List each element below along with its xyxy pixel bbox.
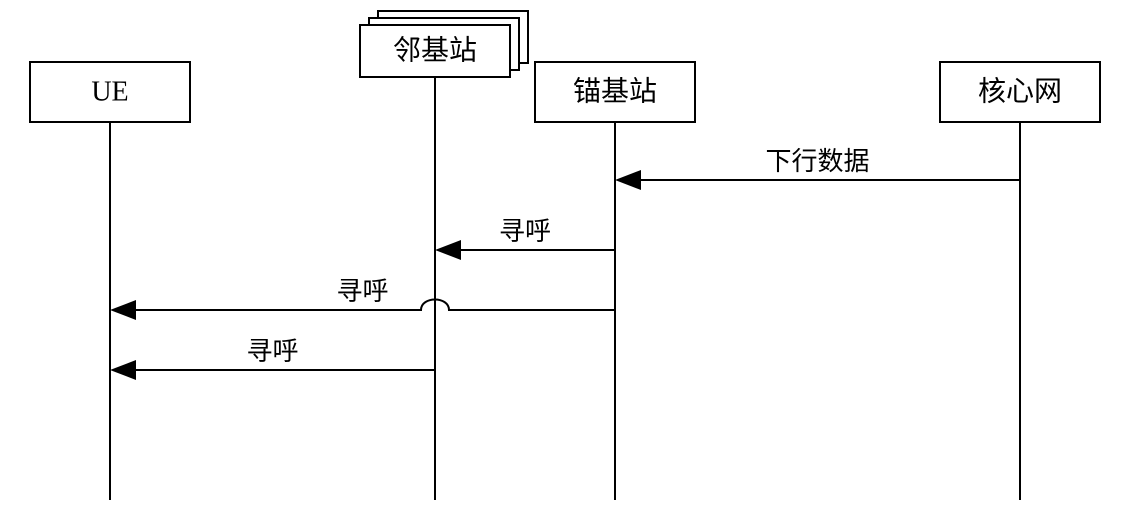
sequence-diagram: UE邻基站锚基站核心网下行数据寻呼寻呼寻呼 [0, 0, 1130, 511]
participant-label: 锚基站 [573, 75, 657, 107]
participant-core: 核心网 [940, 62, 1100, 500]
message-m2: 寻呼 [435, 217, 615, 260]
message-label: 寻呼 [499, 217, 551, 246]
message-m1: 下行数据 [615, 147, 1020, 190]
participant-ue: UE [30, 62, 190, 500]
message-label: 寻呼 [246, 337, 298, 366]
participant-neighbor: 邻基站 [360, 11, 528, 500]
message-arrowhead [110, 360, 136, 380]
message-arrowhead [110, 300, 136, 320]
message-m4: 寻呼 [110, 337, 435, 380]
participant-label: UE [91, 76, 128, 107]
participant-label: 核心网 [978, 75, 1062, 107]
participant-anchor: 锚基站 [535, 62, 695, 500]
message-arrowhead [615, 170, 641, 190]
message-label: 寻呼 [336, 277, 388, 306]
message-arrowhead [435, 240, 461, 260]
participant-label: 邻基站 [393, 34, 477, 66]
message-label: 下行数据 [765, 147, 869, 176]
message-m3: 寻呼 [110, 277, 615, 320]
